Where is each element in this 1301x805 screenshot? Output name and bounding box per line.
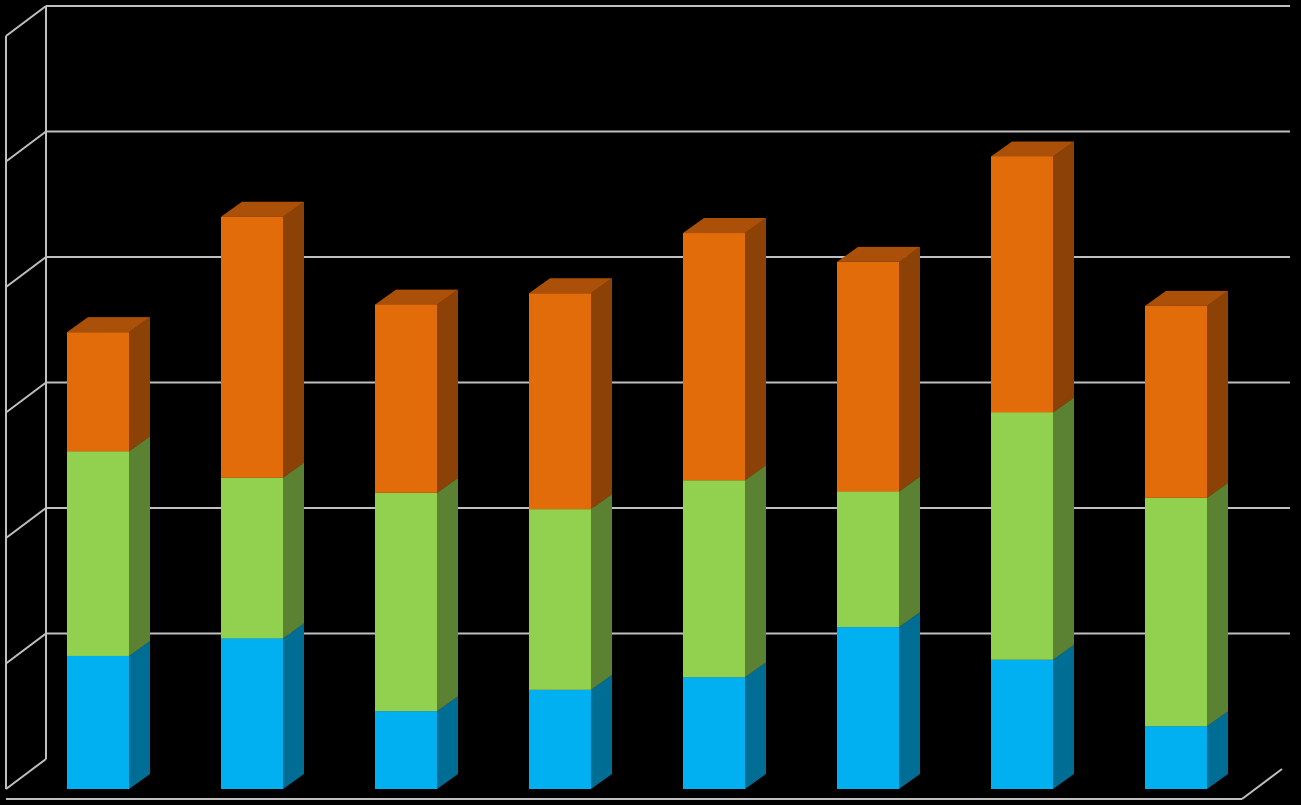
bar-segment-front xyxy=(221,638,283,789)
bar-segment-front xyxy=(67,451,129,656)
bar-segment-side xyxy=(129,317,150,452)
bar-segment-side xyxy=(591,278,612,510)
bar-top-face xyxy=(683,218,766,234)
bar-segment-front xyxy=(221,216,283,478)
bar-segment-front xyxy=(529,509,591,690)
bar-segment-front xyxy=(529,689,591,789)
side-wall-gridline xyxy=(5,130,47,163)
bar-segment-side xyxy=(1053,644,1074,789)
bar-top-face xyxy=(67,317,150,333)
bar-segment-front xyxy=(1145,305,1207,498)
bar-segment-front xyxy=(375,304,437,493)
bar-segment-front xyxy=(529,293,591,510)
bar-segment-front xyxy=(375,492,437,712)
bar-segment-side xyxy=(283,623,304,789)
bar-segment-side xyxy=(1207,711,1228,789)
bar-segment-front xyxy=(683,480,745,678)
bar-segment-side xyxy=(745,218,766,481)
side-wall-gridline xyxy=(5,632,47,665)
bar-segment-side xyxy=(437,477,458,712)
bar-segment-front xyxy=(67,655,129,789)
bar-top-face xyxy=(1145,290,1228,306)
bar-segment-front xyxy=(683,677,745,789)
bar-segment-side xyxy=(129,436,150,656)
bar-segment-side xyxy=(1053,397,1074,660)
bar-segment-side xyxy=(283,462,304,639)
bar-segment-side xyxy=(591,674,612,789)
bar-top-face xyxy=(221,201,304,217)
bar-segment-side xyxy=(1053,141,1074,413)
bar-segment-front xyxy=(991,659,1053,789)
bars xyxy=(67,141,1228,789)
side-wall-gridline xyxy=(5,256,47,288)
bar-segment-front xyxy=(683,233,745,481)
bar-segment-side xyxy=(437,289,458,493)
side-wall-gridline xyxy=(5,758,47,790)
bar-segment-side xyxy=(129,640,150,789)
bar-segment-front xyxy=(67,332,129,452)
side-wall-gridline xyxy=(5,381,47,414)
bar-segment-front xyxy=(221,477,283,639)
bar-segment-front xyxy=(837,627,899,789)
side-wall-gridline xyxy=(5,5,47,37)
grid xyxy=(5,5,1290,800)
bar-segment-side xyxy=(591,494,612,690)
bar-segment-front xyxy=(1145,497,1207,727)
bar-segment-front xyxy=(375,711,437,789)
bar-segment-side xyxy=(283,201,304,478)
floor-right-edge xyxy=(1241,768,1283,800)
bar-segment-side xyxy=(1207,482,1228,727)
bar-segment-front xyxy=(991,156,1053,413)
bar-segment-side xyxy=(899,246,920,492)
bar-segment-front xyxy=(1145,726,1207,789)
side-wall-gridline xyxy=(5,507,47,539)
bar-segment-front xyxy=(837,491,899,628)
bar-segment-side xyxy=(899,612,920,789)
bar-top-face xyxy=(991,141,1074,157)
bar-segment-side xyxy=(745,465,766,678)
bar-top-face xyxy=(529,278,612,294)
bar-segment-side xyxy=(437,696,458,789)
bar-segment-side xyxy=(899,476,920,628)
bar-top-face xyxy=(375,289,458,305)
bar-segment-side xyxy=(1207,290,1228,498)
bar-segment-front xyxy=(991,412,1053,660)
bar-segment-side xyxy=(745,662,766,789)
bar-top-face xyxy=(837,246,920,262)
bar-segment-front xyxy=(837,261,899,492)
